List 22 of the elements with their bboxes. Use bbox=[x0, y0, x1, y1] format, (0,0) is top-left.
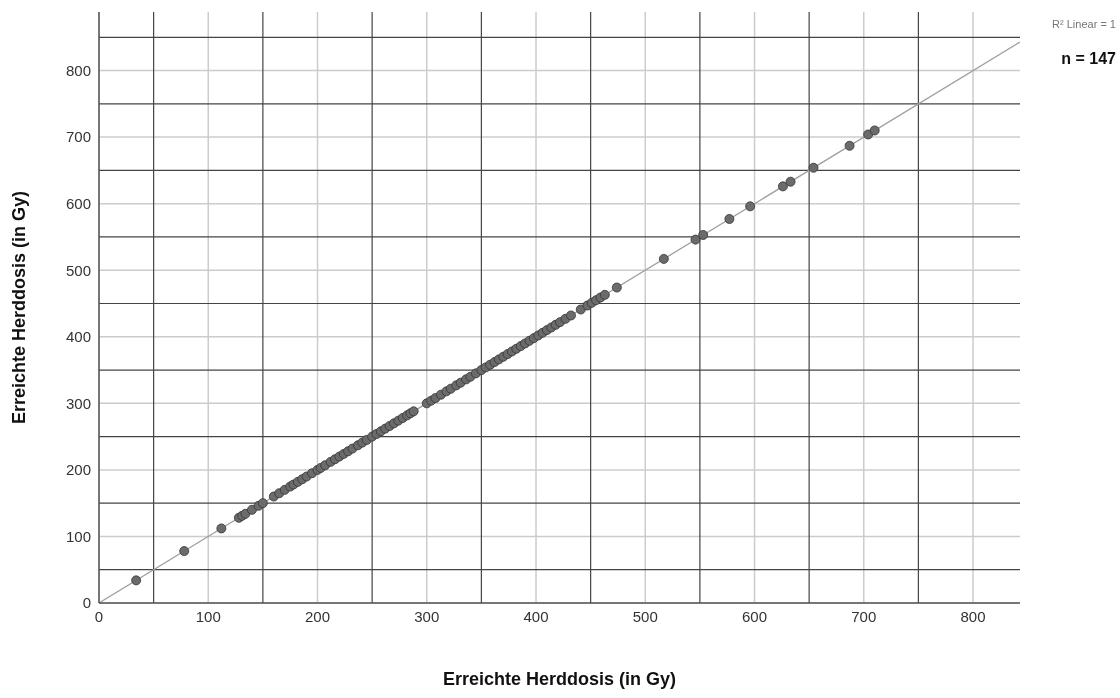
y-tick-label: 300 bbox=[65, 394, 91, 412]
x-tick-label: 100 bbox=[195, 607, 221, 625]
y-tick-label: 700 bbox=[65, 128, 91, 146]
x-tick-label: 400 bbox=[523, 607, 549, 625]
x-axis-title: Erreichte Herddosis (in Gy) bbox=[442, 669, 677, 689]
x-tick-label: 700 bbox=[851, 607, 877, 625]
x-tick-label: 600 bbox=[742, 607, 768, 625]
y-tick-label: 100 bbox=[65, 527, 91, 545]
x-tick-label: 500 bbox=[632, 607, 658, 625]
y-tick-label: 500 bbox=[65, 261, 91, 279]
y-tick-label: 400 bbox=[65, 328, 91, 346]
y-axis-title: Erreichte Herddosis (in Gy) bbox=[9, 190, 30, 425]
text: R² Linear = 1 bbox=[1052, 18, 1116, 30]
text: n = 147 bbox=[1061, 50, 1116, 68]
y-tick-label: 600 bbox=[65, 195, 91, 212]
x-tick-label: 200 bbox=[304, 607, 331, 625]
x-tick-label: 0 bbox=[94, 607, 104, 625]
y-tick-label: 800 bbox=[65, 61, 91, 79]
y-tick-label: 0 bbox=[82, 594, 91, 612]
x-tick-label: 800 bbox=[960, 607, 986, 625]
x-tick-label: 300 bbox=[414, 607, 440, 625]
y-tick-label: 200 bbox=[65, 461, 91, 479]
